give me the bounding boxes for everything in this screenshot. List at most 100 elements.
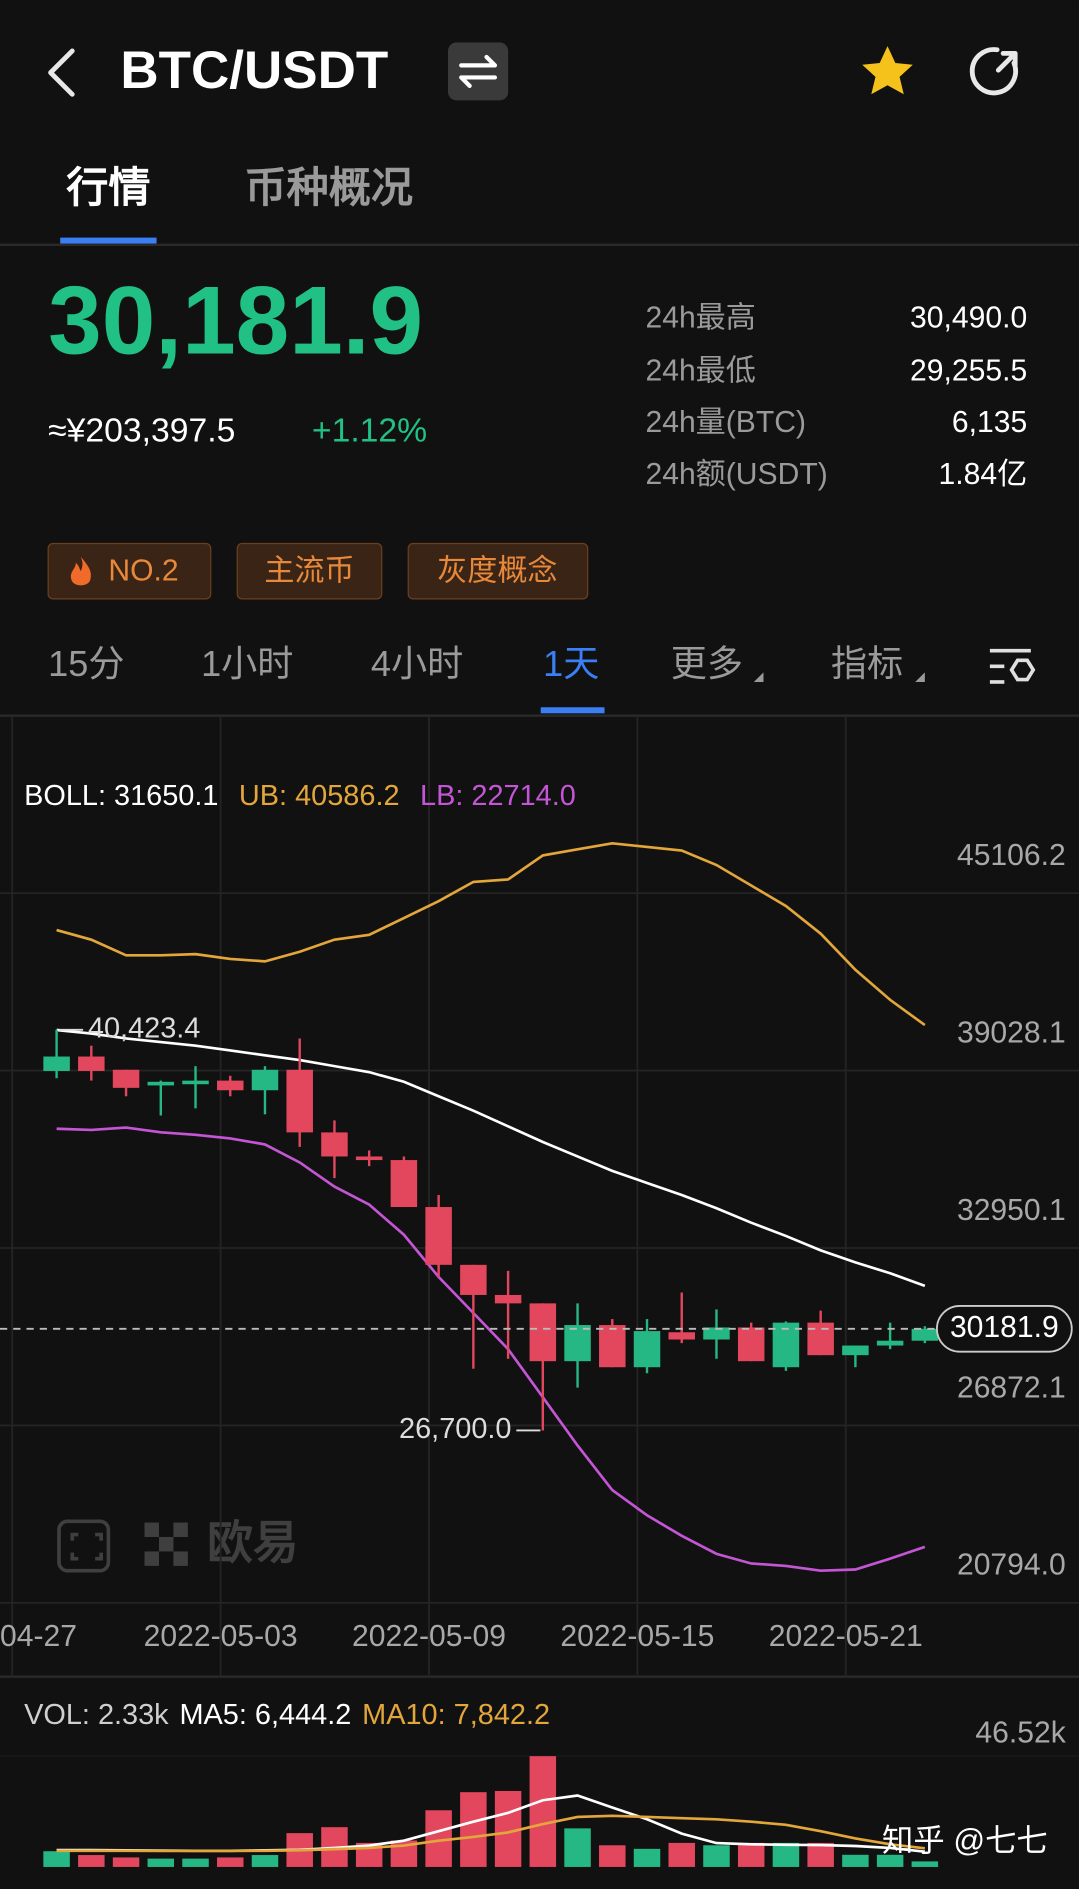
exchange-logo: 欧易 bbox=[57, 1518, 299, 1573]
logo-corners bbox=[70, 1532, 103, 1561]
candle-body bbox=[876, 1340, 904, 1346]
volume-bar bbox=[564, 1828, 591, 1867]
indicator-menu[interactable]: 指标 bbox=[831, 643, 903, 684]
volume-bar bbox=[112, 1857, 140, 1867]
x-tick-label: 2022-05-21 bbox=[769, 1620, 923, 1653]
candle-body bbox=[321, 1132, 348, 1157]
volume-bar bbox=[43, 1851, 70, 1867]
volume-bar bbox=[911, 1861, 939, 1867]
chart-settings[interactable] bbox=[989, 648, 1036, 684]
logo-mark bbox=[144, 1522, 188, 1566]
interval[interactable]: 4小时 bbox=[371, 643, 463, 684]
volume-bar bbox=[78, 1855, 105, 1867]
legend-entry: UB: 40586.2 bbox=[239, 780, 400, 812]
candle-body bbox=[78, 1056, 105, 1071]
legend-entry: VOL: 2.33k bbox=[24, 1699, 169, 1731]
refresh-arrow bbox=[995, 50, 1018, 73]
back-button[interactable] bbox=[48, 48, 75, 97]
pair-title: BTC/USDT bbox=[120, 41, 388, 100]
legend-entry: BOLL: 31650.1 bbox=[24, 780, 218, 812]
volume-bar bbox=[737, 1842, 765, 1867]
price-change: +1.12% bbox=[312, 412, 427, 450]
current-price-label: 30181.9 bbox=[950, 1311, 1059, 1344]
candle-body bbox=[668, 1332, 695, 1340]
volume-bar bbox=[842, 1854, 869, 1867]
interval[interactable]: 15分 bbox=[48, 643, 124, 684]
candle-body bbox=[911, 1328, 939, 1341]
y-tick-label: 45106.2 bbox=[957, 839, 1066, 872]
candle-body bbox=[703, 1327, 730, 1340]
tag: 灰度概念 bbox=[437, 554, 557, 587]
volume-bar bbox=[147, 1858, 175, 1867]
high-label: 40,423.4 bbox=[88, 1012, 200, 1044]
candle-body bbox=[112, 1069, 140, 1088]
low-label: 26,700.0 bbox=[399, 1413, 511, 1445]
candle-body bbox=[842, 1345, 869, 1356]
tag-box[interactable] bbox=[236, 542, 383, 600]
interval[interactable]: 1小时 bbox=[201, 643, 293, 684]
x-tick-label: 2022-05-09 bbox=[352, 1620, 506, 1653]
current-price-box bbox=[935, 1305, 1073, 1353]
candle-body bbox=[772, 1322, 800, 1368]
dropdown-triangle bbox=[753, 672, 764, 682]
tab[interactable]: 币种概况 bbox=[244, 164, 413, 211]
x-tick-label: 2022-05-03 bbox=[144, 1620, 298, 1653]
candle-body bbox=[286, 1069, 313, 1133]
y-tick-label: 46.52k bbox=[975, 1716, 1066, 1749]
x-tick-label: 04-27 bbox=[0, 1620, 77, 1653]
stat-value: 1.84亿 bbox=[939, 458, 1028, 491]
tag-box[interactable] bbox=[407, 542, 589, 600]
tag: 主流币 bbox=[264, 554, 354, 587]
boll-line bbox=[56, 1028, 926, 1288]
stat-value: 30,490.0 bbox=[910, 301, 1027, 334]
volume-bar bbox=[182, 1858, 209, 1867]
candle-body bbox=[251, 1069, 279, 1091]
switch-bg bbox=[447, 42, 509, 101]
candle-body bbox=[43, 1056, 70, 1071]
interval-active[interactable]: 1天 bbox=[543, 643, 599, 684]
volume-bar bbox=[668, 1842, 695, 1867]
candle-body bbox=[529, 1303, 557, 1362]
last-price: 30,181.9 bbox=[48, 267, 423, 374]
stat-value: 6,135 bbox=[952, 406, 1027, 439]
favorite-star[interactable] bbox=[862, 46, 913, 95]
switch-icon bbox=[459, 54, 498, 88]
y-tick-label: 26872.1 bbox=[957, 1371, 1066, 1404]
volume-bar bbox=[807, 1842, 834, 1867]
volume-bar bbox=[529, 1756, 557, 1867]
legend-entry: MA10: 7,842.2 bbox=[362, 1699, 550, 1731]
volume-bar bbox=[599, 1845, 626, 1867]
stat-label: 24h最低 bbox=[645, 354, 755, 387]
cny-price: ≈¥203,397.5 bbox=[48, 412, 235, 450]
legend-entry: LB: 22714.0 bbox=[420, 780, 576, 812]
volume-bar bbox=[703, 1845, 730, 1867]
interval-more[interactable]: 更多 bbox=[671, 643, 743, 684]
interval-underline bbox=[540, 707, 605, 714]
candle-body bbox=[217, 1080, 244, 1091]
volume-bar bbox=[217, 1857, 244, 1867]
tag-box[interactable] bbox=[47, 542, 212, 600]
refresh-button[interactable] bbox=[969, 47, 1018, 96]
volume-bar bbox=[876, 1854, 904, 1867]
candle-body bbox=[147, 1081, 175, 1086]
y-tick-label: 39028.1 bbox=[957, 1016, 1066, 1049]
volume-bar bbox=[460, 1792, 487, 1867]
candle-body bbox=[807, 1322, 834, 1356]
tab-underline bbox=[60, 237, 157, 244]
stat-label: 24h最高 bbox=[645, 301, 755, 334]
watermark: 知乎 @七七 bbox=[882, 1823, 1048, 1858]
candle-body bbox=[460, 1264, 487, 1295]
tab-active[interactable]: 行情 bbox=[66, 164, 150, 211]
boll-line bbox=[56, 1126, 926, 1573]
candle-body bbox=[737, 1327, 765, 1362]
tag: NO.2 bbox=[108, 554, 178, 587]
legend-entry: MA5: 6,444.2 bbox=[179, 1699, 351, 1731]
candle-body bbox=[494, 1294, 522, 1304]
switch-button[interactable] bbox=[447, 42, 509, 101]
logo-frame bbox=[57, 1519, 111, 1573]
boll-line bbox=[56, 842, 926, 1027]
volume-ma-line bbox=[56, 1814, 926, 1853]
